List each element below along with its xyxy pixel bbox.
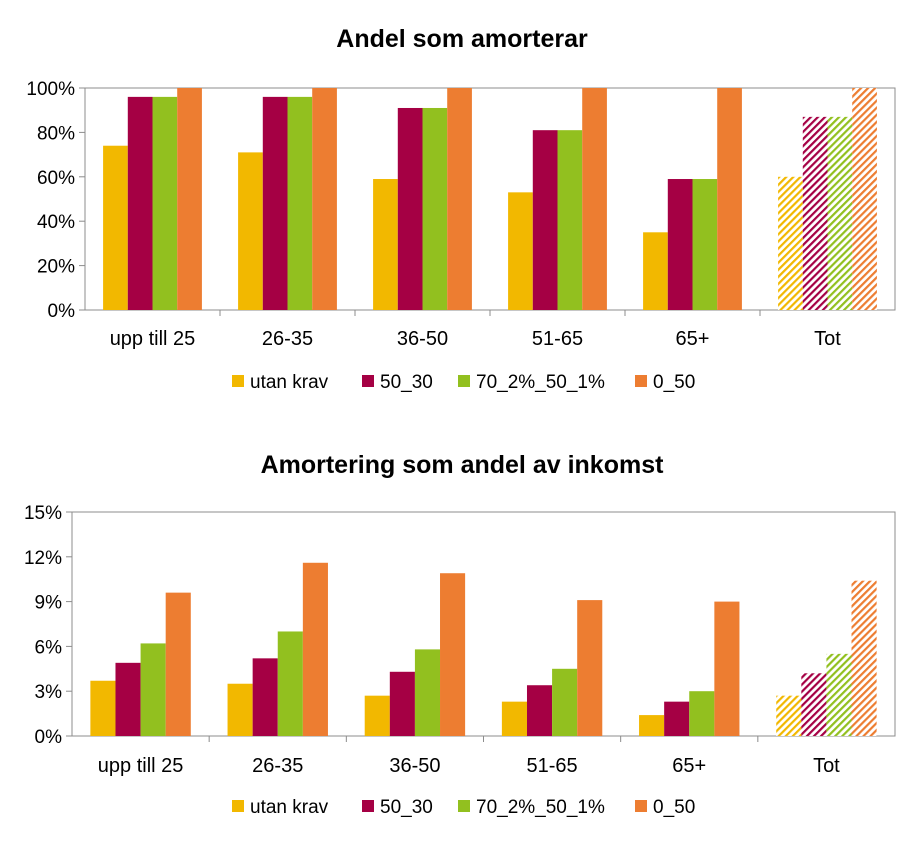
bar-70-2-50-1--51-65 — [557, 130, 583, 310]
legend-label: utan krav — [250, 797, 329, 818]
legend-swatch — [635, 800, 647, 812]
legend-label: 0_50 — [653, 372, 695, 393]
bar-utan-krav-65- — [639, 715, 665, 736]
legend-label: utan krav — [250, 372, 329, 393]
bar-70-2-50-1--65- — [692, 179, 718, 310]
bar-0-50-26-35 — [312, 88, 337, 310]
bar-0-50-36-50 — [447, 88, 472, 310]
legend-label: 0_50 — [653, 797, 695, 818]
x-category-label: 65+ — [672, 755, 706, 777]
bar-0-50-65- — [717, 88, 742, 310]
x-category-label: 51-65 — [532, 328, 583, 350]
legend-swatch — [635, 375, 647, 387]
bar-0-50-51-65 — [582, 88, 607, 310]
y-tick-label: 60% — [37, 168, 75, 189]
bar-utan-krav-Tot — [778, 176, 803, 310]
bar-50-30-26-35 — [262, 96, 288, 310]
bar-70-2-50-1--51-65 — [552, 668, 578, 736]
bar-50-30-51-65 — [532, 130, 558, 310]
y-tick-label: 100% — [26, 79, 75, 100]
chart-andel-som-amorterar: Andel som amorterar 0% 20% 40% 60% 80% 100% upp… — [26, 25, 896, 393]
chart-title: Amortering som andel av inkomst — [261, 451, 665, 479]
bar-50-30-Tot — [802, 116, 828, 310]
x-category-label: 51-65 — [527, 755, 578, 777]
legend-swatch — [232, 375, 244, 387]
bar-utan-krav-26-35 — [227, 683, 253, 736]
bar-utan-krav-65- — [643, 232, 668, 310]
bar-utan-krav-36-50 — [364, 695, 390, 736]
bar-50-30-51-65 — [526, 685, 553, 736]
bar-utan-krav-26-35 — [238, 152, 263, 310]
y-tick-label: 15% — [24, 503, 62, 524]
y-tick-label: 6% — [35, 637, 63, 658]
bar-utan-krav-36-50 — [373, 179, 398, 310]
bar-70-2-50-1--Tot — [827, 116, 853, 310]
legend-swatch — [362, 375, 374, 387]
chart-amortering-andel-inkomst: Amortering som andel av inkomst 0% 3% 6% 9% 1… — [24, 451, 896, 818]
x-category-label: 26-35 — [262, 328, 313, 350]
x-category-label: 26-35 — [252, 755, 303, 777]
bar-50-30-Tot — [801, 673, 827, 736]
y-tick-label: 0% — [48, 301, 76, 322]
bar-70-2-50-1--upp-till-25 — [152, 96, 178, 310]
legend-label: 50_30 — [380, 372, 433, 393]
bar-50-30-26-35 — [252, 658, 278, 736]
bar-utan-krav-upp-till-25 — [90, 680, 116, 736]
x-category-label: Tot — [814, 328, 841, 350]
legend-label: 50_30 — [380, 797, 433, 818]
x-category-label: 36-50 — [389, 755, 440, 777]
legend-swatch — [232, 800, 244, 812]
x-category-label: Tot — [813, 755, 840, 777]
bar-0-50-26-35 — [302, 562, 328, 736]
bar-0-50-65- — [714, 601, 740, 736]
x-category-label: 65+ — [676, 328, 710, 350]
bar-0-50-51-65 — [577, 600, 603, 736]
bar-utan-krav-51-65 — [501, 701, 527, 736]
bar-0-50-upp-till-25 — [177, 88, 202, 310]
bar-50-30-upp-till-25 — [127, 96, 153, 310]
bar-70-2-50-1--Tot — [826, 653, 852, 736]
x-category-label: upp till 25 — [110, 328, 196, 350]
bar-50-30-65- — [664, 701, 690, 736]
legend-swatch — [458, 800, 470, 812]
y-tick-label: 0% — [35, 727, 63, 748]
legend-label: 70_2%_50_1% — [476, 372, 605, 393]
bar-0-50-upp-till-25 — [165, 592, 191, 736]
bar-70-2-50-1--26-35 — [287, 96, 313, 310]
y-tick-label: 80% — [37, 123, 75, 144]
bar-50-30-upp-till-25 — [115, 662, 141, 736]
chart-title: Andel som amorterar — [336, 25, 588, 53]
bar-70-2-50-1--upp-till-25 — [140, 643, 166, 736]
bar-utan-krav-upp-till-25 — [103, 145, 128, 310]
bar-0-50-36-50 — [440, 573, 466, 736]
y-tick-label: 40% — [37, 212, 75, 233]
bar-0-50-Tot — [852, 88, 877, 310]
bar-50-30-36-50 — [389, 671, 415, 736]
y-tick-label: 9% — [35, 593, 63, 614]
bar-70-2-50-1--36-50 — [422, 107, 448, 310]
bar-70-2-50-1--65- — [689, 691, 715, 736]
bar-50-30-65- — [667, 179, 693, 310]
bar-50-30-36-50 — [397, 107, 423, 310]
bar-70-2-50-1--26-35 — [277, 631, 303, 736]
bar-utan-krav-51-65 — [508, 192, 533, 310]
y-tick-label: 20% — [37, 257, 75, 278]
plot-frame — [84, 87, 896, 311]
bar-utan-krav-Tot — [776, 695, 802, 736]
x-category-label: upp till 25 — [98, 755, 184, 777]
y-tick-label: 3% — [35, 682, 63, 703]
legend-label: 70_2%_50_1% — [476, 797, 605, 818]
x-category-label: 36-50 — [397, 328, 448, 350]
bar-70-2-50-1--36-50 — [414, 649, 441, 736]
legend-swatch — [458, 375, 470, 387]
plot-frame — [71, 511, 896, 737]
legend-swatch — [362, 800, 374, 812]
y-tick-label: 12% — [24, 548, 62, 569]
bar-0-50-Tot — [851, 580, 877, 736]
